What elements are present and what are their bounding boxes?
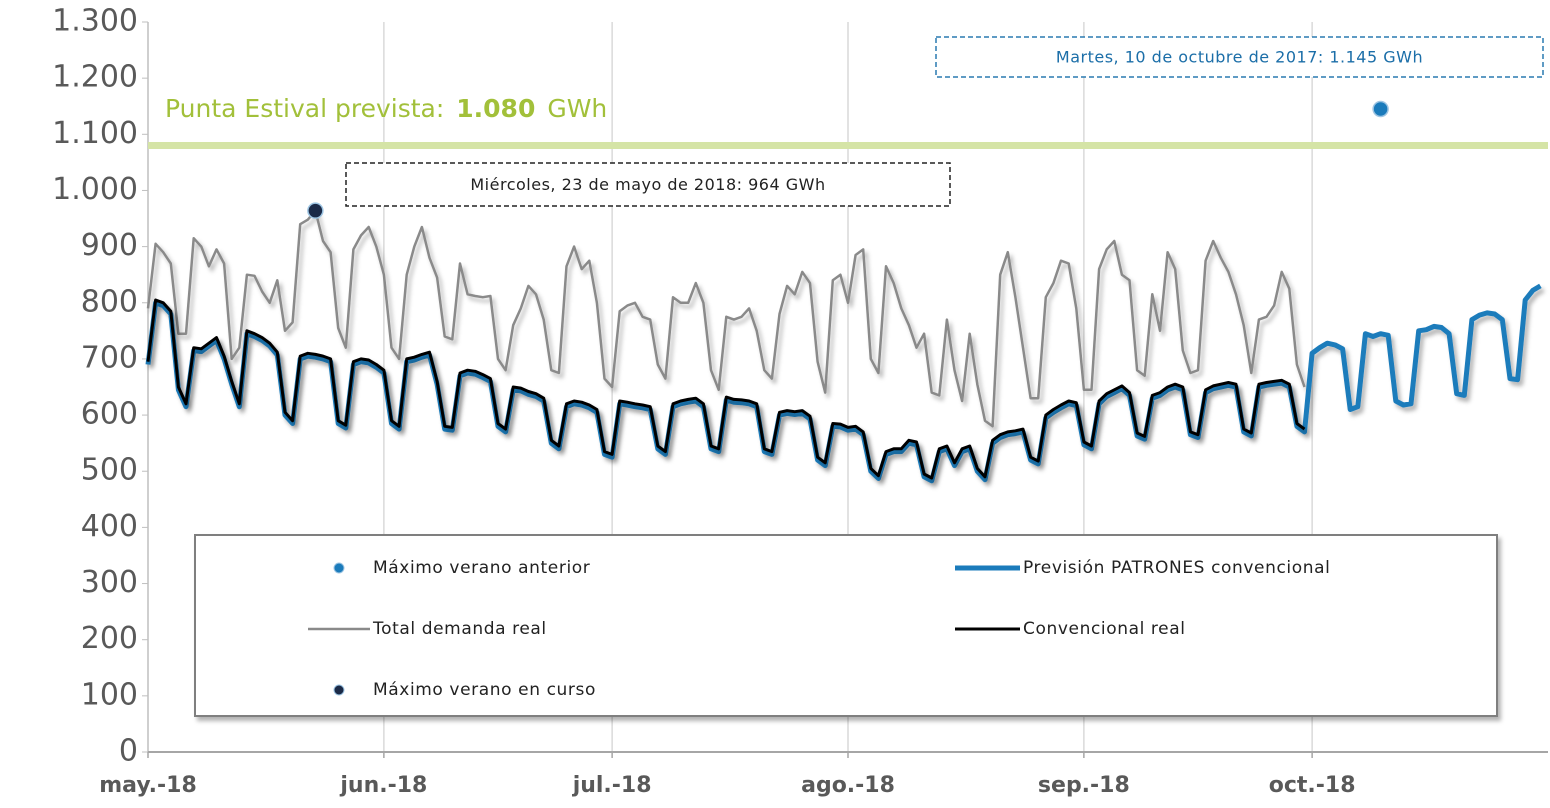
reference-unit: GWh	[547, 94, 607, 123]
x-tick-label: may.-18	[99, 773, 197, 798]
y-tick-label: 400	[81, 509, 138, 544]
series-point	[307, 202, 324, 219]
x-tick-label: jun.-18	[339, 773, 427, 798]
annotation-box	[345, 162, 951, 207]
legend-box	[194, 534, 1498, 717]
y-tick-label: 900	[81, 228, 138, 263]
y-tick-label: 800	[81, 284, 138, 319]
x-tick-label: oct.-18	[1269, 773, 1356, 798]
series-point	[1372, 100, 1389, 118]
legend-label: Total demanda real	[372, 619, 547, 639]
y-tick-label: 1.200	[52, 60, 138, 95]
legend-label: Máximo verano en curso	[373, 680, 596, 700]
y-tick-label: 1.300	[52, 4, 138, 39]
annotation-text: Martes, 10 de octubre de 2017: 1.145 GWh	[1056, 48, 1423, 67]
legend-label: Previsión PATRONES convencional	[1023, 558, 1330, 578]
legend-label: Máximo verano anterior	[373, 558, 590, 578]
y-tick-label: 600	[81, 397, 138, 432]
reference-value: 1.080	[456, 94, 535, 123]
series-line	[145, 283, 1542, 484]
series-line	[146, 298, 1306, 480]
legend-swatch	[333, 562, 345, 574]
legend-label: Convencional real	[1023, 619, 1186, 639]
y-tick-label: 1.100	[52, 116, 138, 151]
y-tick-label: 0	[119, 734, 138, 769]
y-tick-label: 500	[81, 453, 138, 488]
x-tick-label: sep.-18	[1038, 773, 1130, 798]
x-tick-label: ago.-18	[801, 773, 895, 798]
legend-swatch	[333, 684, 345, 696]
x-tick-label: jul.-18	[572, 773, 652, 798]
annotation-box	[935, 36, 1544, 78]
reference-text: Punta Estival prevista:	[165, 94, 444, 123]
y-tick-label: 200	[81, 621, 138, 656]
reference-label: Punta Estival prevista: 1.080 GWh	[165, 94, 607, 123]
series-line	[146, 209, 1306, 428]
y-tick-label: 700	[81, 340, 138, 375]
annotation-text: Miércoles, 23 de mayo de 2018: 964 GWh	[470, 175, 825, 194]
y-tick-label: 1.000	[52, 172, 138, 207]
y-tick-label: 300	[81, 565, 138, 600]
y-tick-label: 100	[81, 677, 138, 712]
